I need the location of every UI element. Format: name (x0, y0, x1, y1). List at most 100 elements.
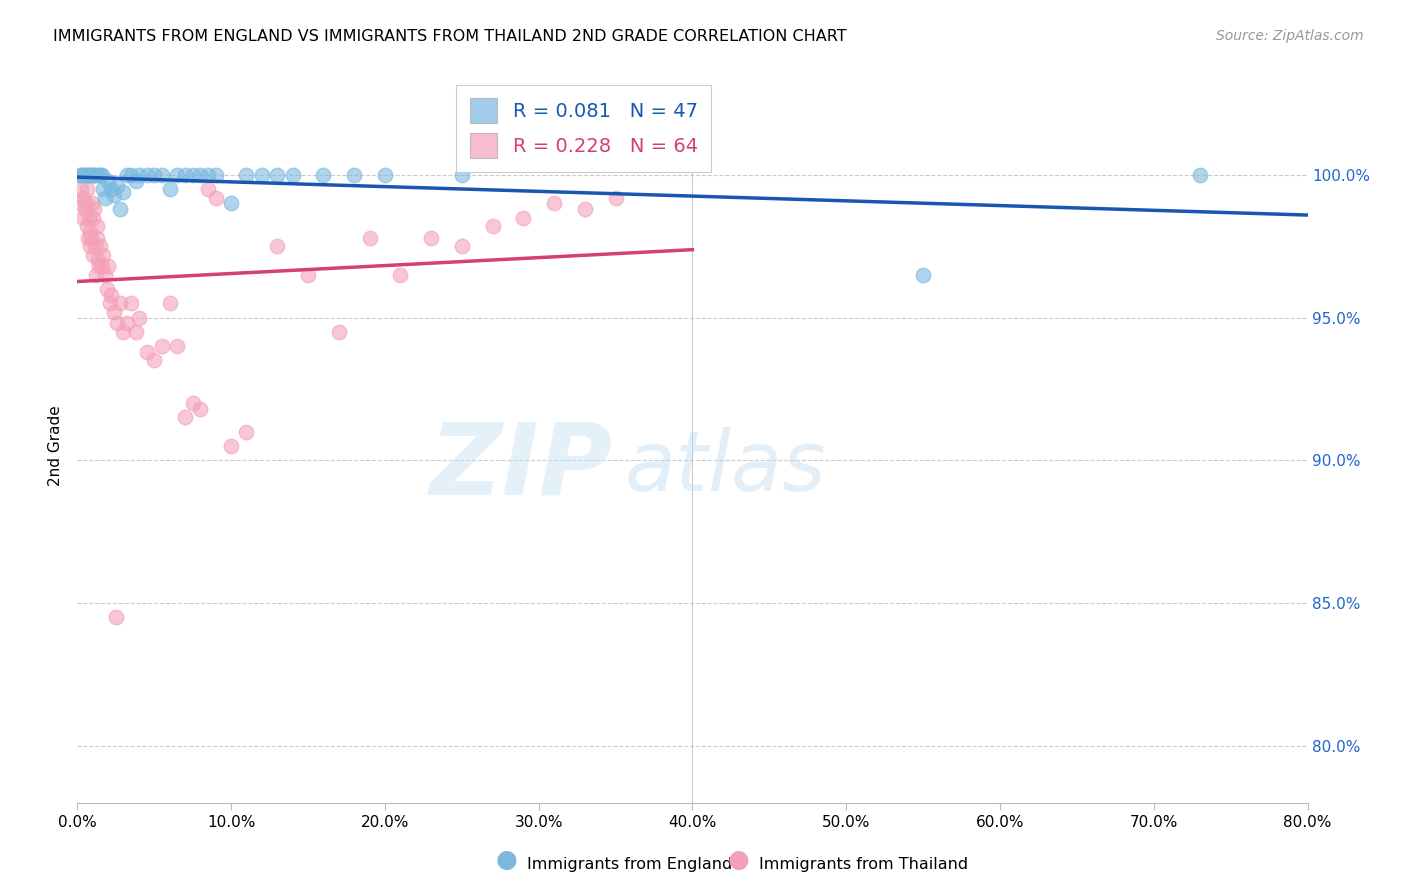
Point (450, 239, 472, 253)
Text: Immigrants from Thailand: Immigrants from Thailand (759, 857, 969, 872)
Point (82, 211, 104, 225)
Point (79, 168, 101, 182)
Point (115, 168, 138, 182)
Point (89, 168, 111, 182)
Point (103, 187, 125, 202)
Point (312, 168, 335, 182)
Point (100, 287, 122, 301)
Text: ZIP: ZIP (429, 419, 613, 516)
Point (115, 316, 138, 330)
Point (143, 168, 166, 182)
Point (79, 239, 101, 253)
Point (90, 259, 114, 273)
Point (174, 168, 197, 182)
Point (120, 168, 142, 182)
Point (266, 239, 288, 253)
Point (110, 296, 132, 310)
Point (73, 168, 96, 182)
Point (98, 296, 121, 310)
Point (188, 401, 212, 416)
Point (110, 202, 132, 216)
Point (343, 168, 366, 182)
Text: ●: ● (495, 848, 517, 872)
Point (250, 168, 273, 182)
Point (79, 225, 101, 239)
Point (235, 168, 257, 182)
Point (188, 168, 212, 182)
Point (87, 253, 110, 268)
Point (69, 168, 91, 182)
Point (281, 168, 304, 182)
Point (112, 185, 135, 199)
Point (83, 168, 105, 182)
Point (89, 239, 111, 253)
Point (219, 439, 242, 453)
Y-axis label: 2nd Grade: 2nd Grade (48, 406, 63, 486)
Point (135, 344, 157, 359)
Text: IMMIGRANTS FROM ENGLAND VS IMMIGRANTS FROM THAILAND 2ND GRADE CORRELATION CHART: IMMIGRANTS FROM ENGLAND VS IMMIGRANTS FR… (53, 29, 846, 44)
Point (125, 173, 148, 187)
Point (73, 202, 96, 216)
Point (125, 325, 148, 339)
Point (328, 325, 350, 339)
Point (69, 196, 91, 211)
Point (197, 182, 219, 196)
Point (204, 191, 226, 205)
Text: atlas: atlas (624, 427, 827, 508)
Point (87, 259, 110, 273)
Point (77, 211, 100, 225)
Point (86, 230, 108, 244)
Legend: R = 0.081   N = 47, R = 0.228   N = 64: R = 0.081 N = 47, R = 0.228 N = 64 (456, 85, 711, 171)
Point (181, 396, 204, 410)
Point (77, 168, 100, 182)
Point (84, 268, 107, 282)
Point (112, 325, 135, 339)
Point (120, 296, 142, 310)
Point (204, 168, 226, 182)
Point (135, 168, 157, 182)
Point (96, 282, 118, 296)
Point (82, 168, 104, 182)
Point (97, 173, 120, 187)
Point (82, 248, 104, 262)
Point (159, 182, 181, 196)
Point (77, 230, 100, 244)
Point (70, 182, 93, 196)
Point (105, 179, 128, 194)
Point (197, 168, 219, 182)
Point (420, 230, 443, 244)
Point (83, 202, 105, 216)
Point (90, 168, 114, 182)
Point (86, 219, 108, 234)
Point (80, 168, 103, 182)
Point (1188, 168, 1211, 182)
Point (166, 339, 188, 353)
Point (128, 310, 150, 325)
Text: ●: ● (727, 848, 749, 872)
Point (103, 305, 125, 319)
Point (150, 168, 173, 182)
Point (150, 339, 173, 353)
Text: Immigrants from England: Immigrants from England (527, 857, 733, 872)
Point (72, 191, 94, 205)
Text: Source: ZipAtlas.com: Source: ZipAtlas.com (1216, 29, 1364, 43)
Point (481, 219, 503, 234)
Point (543, 196, 565, 211)
Point (84, 168, 107, 182)
Point (235, 425, 257, 439)
Point (605, 191, 627, 205)
Point (374, 168, 396, 182)
Point (389, 268, 412, 282)
Point (94, 191, 117, 205)
Point (93, 182, 115, 196)
Point (100, 182, 122, 196)
Point (105, 316, 128, 330)
Point (87, 168, 110, 182)
Point (174, 410, 197, 425)
Point (219, 196, 242, 211)
Point (94, 268, 117, 282)
Point (80, 196, 103, 211)
Point (84, 239, 107, 253)
Point (166, 168, 188, 182)
Point (75, 196, 97, 211)
